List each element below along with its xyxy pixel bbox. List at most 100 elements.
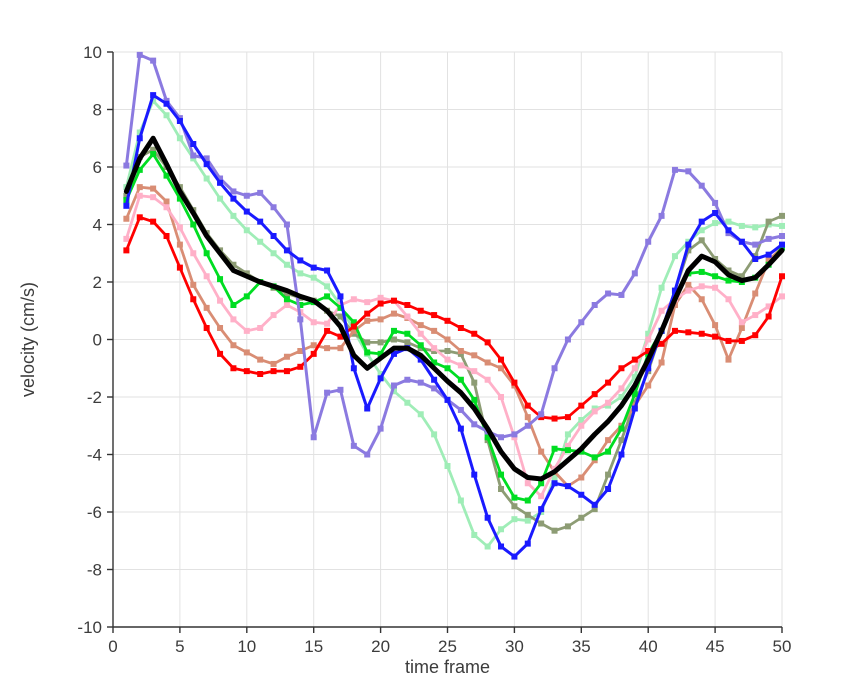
marker-trial-salmon bbox=[725, 356, 732, 363]
x-tick-label-50: 50 bbox=[773, 637, 792, 656]
marker-trial-red bbox=[123, 247, 130, 254]
marker-trial-palegreen bbox=[230, 212, 237, 219]
marker-trial-salmon bbox=[390, 310, 397, 317]
marker-trial-palegreen bbox=[471, 532, 478, 538]
marker-trial-pink bbox=[658, 307, 665, 314]
marker-trial-olive bbox=[712, 256, 719, 262]
marker-trial-pink bbox=[203, 273, 210, 280]
marker-trial-red bbox=[364, 310, 371, 317]
marker-trial-green bbox=[712, 273, 719, 280]
marker-trial-blue bbox=[511, 553, 518, 560]
marker-trial-olive bbox=[738, 273, 745, 280]
marker-trial-pink bbox=[324, 320, 331, 327]
marker-trial-red bbox=[163, 233, 170, 239]
marker-trial-palegreen bbox=[712, 220, 719, 227]
marker-trial-palegreen bbox=[163, 112, 170, 119]
marker-trial-red bbox=[671, 327, 678, 334]
marker-trial-purple bbox=[310, 434, 317, 441]
marker-trial-purple bbox=[377, 425, 384, 432]
marker-trial-blue bbox=[431, 376, 438, 383]
marker-trial-olive bbox=[765, 218, 772, 225]
marker-trial-salmon bbox=[190, 281, 197, 288]
marker-trial-blue bbox=[471, 471, 478, 478]
marker-trial-blue bbox=[377, 375, 384, 382]
marker-trial-pink bbox=[136, 192, 143, 199]
marker-trial-red bbox=[230, 365, 237, 372]
marker-trial-green bbox=[457, 376, 464, 383]
y-tick-label-8: 8 bbox=[93, 101, 102, 120]
marker-trial-blue bbox=[631, 405, 638, 412]
marker-trial-green bbox=[631, 391, 638, 398]
marker-trial-blue bbox=[752, 256, 759, 262]
marker-trial-salmon bbox=[765, 257, 772, 264]
marker-trial-pink bbox=[765, 303, 772, 310]
marker-trial-pink bbox=[176, 224, 183, 231]
marker-trial-red bbox=[297, 363, 304, 370]
marker-trial-blue bbox=[551, 480, 558, 487]
marker-trial-green bbox=[524, 497, 531, 504]
marker-trial-palegreen bbox=[377, 371, 384, 377]
marker-trial-red bbox=[431, 312, 438, 319]
marker-trial-pink bbox=[123, 235, 130, 242]
marker-trial-purple bbox=[190, 152, 197, 159]
marker-trial-purple bbox=[283, 221, 290, 228]
marker-trial-salmon bbox=[484, 359, 491, 366]
marker-trial-olive bbox=[444, 348, 451, 354]
marker-trial-blue bbox=[457, 425, 464, 432]
marker-trial-purple bbox=[511, 431, 518, 438]
marker-trial-olive bbox=[578, 514, 585, 521]
series-trial-blue bbox=[123, 92, 785, 560]
y-tick-label-2: 2 bbox=[93, 273, 102, 292]
marker-trial-pink bbox=[725, 296, 732, 303]
marker-trial-olive bbox=[390, 336, 397, 343]
marker-trial-purple bbox=[337, 386, 344, 393]
marker-trial-green bbox=[203, 250, 210, 257]
marker-trial-salmon bbox=[230, 342, 237, 349]
marker-trial-olive bbox=[123, 192, 130, 199]
axes-layer: 0 5 10 15 20 25 30 35 40 45 50 -10 -8 -6 -4 -2 0 2 4 6 8 10 bbox=[77, 43, 791, 656]
y-tick-label-10: 10 bbox=[83, 43, 102, 62]
marker-trial-red bbox=[564, 414, 571, 421]
marker-trial-palegreen bbox=[484, 543, 491, 550]
marker-trial-palegreen bbox=[270, 250, 277, 257]
marker-trial-purple bbox=[578, 319, 585, 326]
marker-trial-purple bbox=[538, 411, 545, 418]
marker-trial-red bbox=[685, 329, 692, 336]
marker-trial-pink bbox=[645, 336, 652, 343]
marker-trial-purple bbox=[150, 57, 157, 64]
marker-trial-salmon bbox=[176, 241, 183, 248]
marker-trial-green bbox=[431, 359, 438, 366]
marker-trial-pink bbox=[712, 284, 719, 291]
x-tick-label-30: 30 bbox=[505, 637, 524, 656]
marker-trial-blue bbox=[297, 257, 304, 264]
marker-trial-pink bbox=[230, 316, 237, 323]
marker-trial-olive bbox=[404, 339, 411, 346]
marker-trial-pink bbox=[217, 297, 224, 304]
marker-trial-olive bbox=[364, 339, 371, 346]
marker-trial-green bbox=[283, 296, 290, 303]
marker-trial-blue bbox=[538, 506, 545, 513]
marker-trial-green bbox=[404, 330, 411, 337]
series-line-trial-salmon bbox=[124, 185, 784, 488]
marker-trial-salmon bbox=[752, 290, 759, 297]
marker-trial-red bbox=[217, 350, 224, 357]
marker-trial-blue bbox=[444, 396, 451, 403]
marker-trial-palegreen bbox=[310, 274, 317, 281]
marker-trial-pink bbox=[243, 327, 250, 334]
marker-trial-blue bbox=[243, 208, 250, 215]
marker-trial-olive bbox=[524, 511, 531, 518]
marker-trial-red bbox=[324, 327, 331, 334]
marker-trial-red bbox=[444, 317, 451, 324]
marker-trial-blue bbox=[257, 218, 264, 225]
x-tick-label-25: 25 bbox=[438, 637, 457, 656]
marker-trial-purple bbox=[257, 189, 264, 196]
marker-trial-salmon bbox=[645, 382, 652, 389]
marker-trial-red bbox=[350, 323, 357, 330]
marker-trial-green bbox=[698, 268, 705, 275]
marker-trial-blue bbox=[524, 540, 531, 547]
marker-trial-palegreen bbox=[444, 463, 451, 469]
marker-trial-green bbox=[176, 195, 183, 202]
x-tick-label-15: 15 bbox=[304, 637, 323, 656]
marker-trial-purple bbox=[364, 451, 371, 458]
marker-trial-red bbox=[498, 356, 505, 363]
